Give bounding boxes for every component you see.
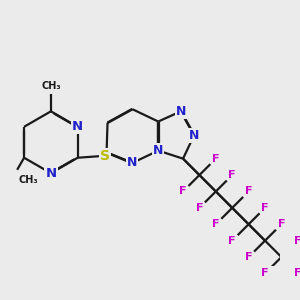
Text: F: F bbox=[212, 154, 220, 164]
Text: F: F bbox=[229, 236, 236, 246]
Text: N: N bbox=[127, 157, 137, 169]
Text: F: F bbox=[196, 203, 203, 213]
Text: F: F bbox=[294, 268, 300, 278]
Text: F: F bbox=[294, 236, 300, 246]
Text: F: F bbox=[245, 252, 252, 262]
Text: F: F bbox=[212, 219, 220, 229]
Text: F: F bbox=[261, 268, 269, 278]
Text: N: N bbox=[189, 129, 199, 142]
Text: F: F bbox=[278, 219, 285, 229]
Text: CH₃: CH₃ bbox=[19, 176, 38, 185]
Text: F: F bbox=[261, 203, 269, 213]
Text: F: F bbox=[229, 170, 236, 180]
Text: N: N bbox=[153, 144, 164, 157]
Text: N: N bbox=[45, 167, 56, 180]
Text: F: F bbox=[179, 187, 187, 196]
Text: S: S bbox=[100, 149, 110, 163]
Text: N: N bbox=[72, 120, 83, 133]
Text: F: F bbox=[245, 187, 252, 196]
Text: CH₃: CH₃ bbox=[41, 81, 61, 91]
Text: N: N bbox=[176, 105, 186, 118]
